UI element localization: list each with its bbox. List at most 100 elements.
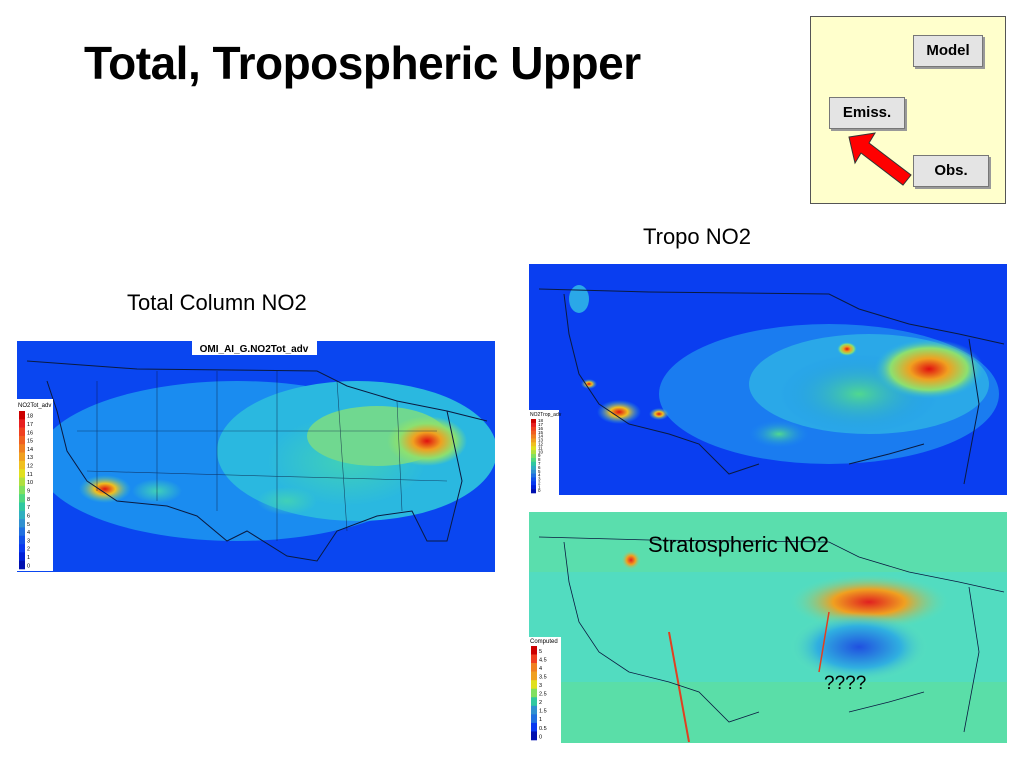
colorbar-swatch: [19, 427, 25, 437]
colorbar-swatch: [531, 705, 537, 715]
tropo-caption: Tropo NO2: [643, 224, 752, 249]
colorbar-swatch: [531, 671, 537, 681]
colorbar-tick-label: 0.5: [539, 726, 547, 732]
colorbar-tick-label: 2.5: [539, 692, 547, 698]
colorbar-swatch: [19, 544, 25, 553]
colorbar-tick-label: 4: [538, 473, 541, 478]
colorbar-swatch: [531, 731, 537, 741]
colorbar-tick-label: 4: [27, 530, 30, 536]
colorbar-tick-label: 0: [538, 488, 541, 493]
colorbar-tick-label: 17: [538, 422, 544, 427]
model-node: Model: [913, 35, 983, 67]
colorbar-tick-label: 5: [539, 649, 542, 655]
total-column-map: OMI_AI_G.NO2Tot_adv NO2Tot_adv 18 17 16 15 1…: [17, 341, 495, 572]
colorbar-swatch: [531, 680, 537, 690]
colorbar-swatch: [19, 460, 25, 470]
colorbar-swatch: [19, 527, 25, 537]
tropo-colorbar-title: NO2Trop_adv: [530, 412, 562, 418]
colorbar-swatch: [531, 465, 536, 470]
colorbar-tick-label: 5: [27, 522, 30, 528]
colorbar-swatch: [531, 426, 536, 431]
colorbar-swatch: [531, 688, 537, 698]
question-annotation: ????: [824, 673, 867, 694]
colorbar-swatch: [531, 454, 536, 459]
colorbar-swatch: [19, 535, 25, 545]
strat-map: Computed 5 4.5 4 3.5 3 2.5 2 1.5 1 0.5 0: [529, 512, 1007, 743]
colorbar-swatch: [531, 434, 536, 439]
colorbar-swatch: [531, 473, 536, 478]
obs-node: Obs.: [913, 155, 989, 187]
colorbar-swatch: [531, 697, 537, 707]
colorbar-tick-label: 1.5: [539, 709, 547, 715]
colorbar-tick-label: 14: [27, 447, 33, 453]
colorbar-tick-label: 3: [27, 538, 30, 544]
colorbar-tick-label: 17: [27, 422, 33, 428]
colorbar-swatch: [531, 438, 536, 443]
colorbar-tick-label: 11: [27, 472, 33, 478]
colorbar-tick-label: 4: [539, 666, 542, 672]
colorbar-tick-label: 18: [27, 414, 33, 420]
colorbar-swatch: [531, 446, 536, 451]
total-colorbar-title: NO2Tot_adv: [18, 403, 51, 409]
strat-colorbar-title: Computed: [530, 639, 558, 645]
colorbar-swatch: [531, 722, 537, 732]
colorbar-swatch: [19, 477, 25, 487]
emiss-node: Emiss.: [829, 97, 905, 129]
colorbar-tick-label: 16: [538, 426, 544, 431]
colorbar-tick-label: 1: [539, 717, 542, 723]
colorbar-swatch: [19, 560, 25, 570]
colorbar-tick-label: 16: [27, 430, 33, 436]
colorbar-swatch: [531, 481, 536, 486]
colorbar-tick-label: 15: [27, 439, 33, 445]
colorbar-tick-label: 10: [27, 480, 33, 486]
colorbar-swatch: [19, 444, 25, 453]
total-map-header: OMI_AI_G.NO2Tot_adv: [200, 344, 309, 355]
colorbar-tick-label: 3.5: [539, 674, 547, 680]
colorbar-swatch: [19, 494, 25, 503]
colorbar-tick-label: 0: [27, 563, 30, 569]
colorbar-swatch: [19, 419, 25, 428]
total-column-caption: Total Column NO2: [127, 290, 307, 315]
stratospheric-caption: Stratospheric NO2: [648, 532, 829, 557]
colorbar-swatch: [19, 411, 25, 420]
colorbar-swatch: [531, 485, 536, 490]
colorbar-swatch: [531, 663, 537, 672]
colorbar-swatch: [531, 450, 536, 455]
colorbar-tick-label: 5: [538, 469, 541, 474]
colorbar-tick-label: 4.5: [539, 657, 547, 663]
colorbar-tick-label: 6: [27, 513, 30, 519]
colorbar-tick-label: 15: [538, 430, 544, 435]
colorbar-tick-label: 18: [538, 418, 544, 423]
colorbar-swatch: [531, 489, 536, 494]
red-arrow-icon: [848, 132, 912, 186]
colorbar-tick-label: 13: [538, 438, 544, 443]
colorbar-swatch: [19, 510, 25, 520]
colorbar-tick-label: 0: [539, 734, 542, 740]
colorbar-tick-label: 3: [539, 683, 542, 689]
colorbar-tick-label: 10: [538, 449, 544, 454]
colorbar-tick-label: 2: [538, 480, 541, 485]
colorbar-tick-label: 1: [538, 484, 541, 489]
colorbar-swatch: [531, 654, 537, 664]
colorbar-swatch: [19, 485, 25, 495]
colorbar-tick-label: 7: [27, 505, 30, 511]
slide-title: Total, Tropospheric Upper: [84, 37, 641, 89]
colorbar-swatch: [531, 430, 536, 435]
colorbar-swatch: [531, 442, 536, 447]
colorbar-tick-label: 1: [27, 555, 30, 561]
colorbar-swatch: [19, 452, 25, 462]
colorbar-tick-label: 11: [538, 445, 543, 450]
colorbar-swatch: [531, 714, 537, 724]
colorbar-tick-label: 7: [538, 461, 541, 466]
colorbar-swatch: [531, 477, 536, 482]
colorbar-swatch: [531, 457, 536, 463]
colorbar-tick-label: 8: [27, 497, 30, 503]
colorbar-swatch: [531, 469, 536, 474]
colorbar-swatch: [531, 646, 537, 655]
colorbar-tick-label: 3: [538, 477, 541, 482]
colorbar-tick-label: 9: [538, 453, 541, 458]
colorbar-swatch: [531, 422, 536, 428]
colorbar-swatch: [19, 469, 25, 478]
